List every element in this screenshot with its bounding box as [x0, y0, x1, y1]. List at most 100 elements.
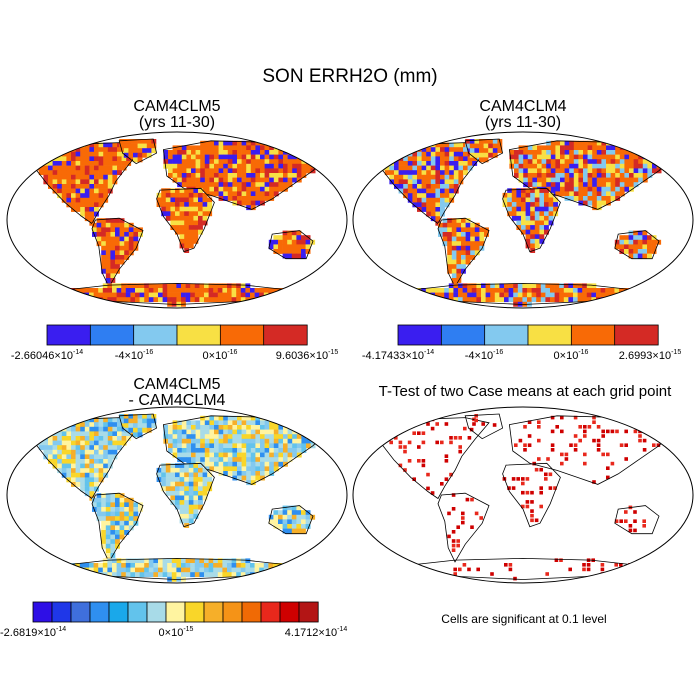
- map-p2-border: [352, 131, 694, 309]
- coastline-africa: [156, 187, 215, 253]
- coastline-south-america: [91, 492, 144, 563]
- colorbar-3-swatch-3: [70, 601, 91, 623]
- continent-africa: [156, 187, 215, 253]
- coastline-north-america: [379, 417, 490, 500]
- coastline-africa: [502, 187, 561, 253]
- panel-3-title: CAM4CLM5 - CAM4CLM4: [129, 377, 226, 409]
- colorbar-3-swatch-9: [184, 601, 205, 623]
- map-p3-border: [6, 406, 348, 584]
- cb1-label-2: -4×10-16: [114, 349, 154, 362]
- map-p1: [6, 131, 348, 309]
- panel-4-footnote: Cells are significant at 0.1 level: [441, 612, 607, 626]
- continent-south-america: [91, 217, 144, 288]
- cb2-label-3: 0×10-16: [553, 349, 589, 362]
- colorbar-1: [46, 324, 308, 346]
- cb3-label-3: 4.1712×10-14: [284, 626, 348, 639]
- colorbar-3-swatch-13: [260, 601, 281, 623]
- continent-australia: [614, 505, 660, 535]
- colorbar-3-swatch-10: [203, 601, 224, 623]
- continent-greenland: [118, 413, 158, 440]
- colorbar-2-swatch-5: [570, 324, 616, 346]
- colorbar-2-swatch-1: [397, 324, 442, 346]
- cb1-label-3: 0×10-16: [202, 349, 238, 362]
- continent-south-america: [437, 492, 490, 563]
- continent-africa: [156, 462, 215, 528]
- figure-title: SON ERRH2O (mm): [262, 66, 438, 87]
- continent-south-america: [91, 492, 144, 563]
- continent-eurasia: [508, 415, 677, 485]
- colorbar-1-swatch-2: [89, 324, 135, 346]
- colorbar-3-swatch-2: [51, 601, 72, 623]
- coastline-south-america: [91, 217, 144, 288]
- coastline-africa: [502, 462, 561, 528]
- continent-africa: [502, 187, 561, 253]
- panel-3-title-line1: CAM4CLM5: [133, 376, 221, 393]
- panel-2-title-line1: CAM4CLM4: [479, 98, 567, 115]
- cb1-label-1: -2.66046×10-14: [10, 349, 84, 362]
- coastline-greenland: [118, 138, 158, 165]
- colorbar-3-swatch-11: [222, 601, 243, 623]
- colorbar-3-swatch-5: [108, 601, 129, 623]
- map-p3-cells: [33, 413, 331, 582]
- coastline-south-america: [437, 217, 490, 288]
- panel-3-title-line2: - CAM4CLM4: [128, 392, 226, 409]
- colorbar-2-swatch-6: [614, 324, 659, 346]
- colorbar-3-swatch-15: [298, 601, 319, 623]
- map-p4-cells: [379, 413, 677, 581]
- continent-greenland: [118, 138, 158, 165]
- cb2-label-1: -4.17433×10-14: [361, 349, 435, 362]
- continent-australia: [268, 230, 316, 260]
- colorbar-3-swatch-4: [89, 601, 110, 623]
- continent-antarctica: [407, 557, 639, 581]
- continent-south-america: [437, 217, 490, 288]
- cb2-label-2: -4×10-16: [464, 349, 504, 362]
- panel-2-title-line2: (yrs 11-30): [484, 114, 562, 131]
- colorbar-1-swatch-1: [46, 324, 91, 346]
- panel-1-title-line1: CAM4CLM5: [133, 98, 221, 115]
- colorbar-1-swatch-3: [133, 324, 178, 346]
- colorbar-1-swatch-4: [176, 324, 221, 346]
- colorbar-3-swatch-12: [241, 601, 262, 623]
- colorbar-3-swatch-1: [32, 601, 53, 623]
- cb3-label-2: 0×10-15: [158, 626, 194, 639]
- colorbar-2-swatch-2: [440, 324, 486, 346]
- colorbar-3-swatch-6: [127, 601, 148, 623]
- coastline-eurasia: [508, 415, 677, 485]
- coastline-greenland: [464, 138, 504, 165]
- coastline-australia: [614, 230, 660, 260]
- map-p1-border: [6, 131, 348, 309]
- coastline-africa: [156, 462, 215, 528]
- cb3-label-1: -2.6819×10-14: [0, 626, 67, 639]
- continent-greenland: [464, 413, 504, 440]
- map-p3: [6, 406, 348, 584]
- continent-africa: [502, 462, 561, 528]
- coastline-greenland: [118, 413, 158, 440]
- map-p4: [352, 406, 694, 584]
- continent-australia: [268, 505, 316, 535]
- colorbar-3-swatch-7: [146, 601, 167, 623]
- colorbar-1-swatch-6: [263, 324, 308, 346]
- panel-4-title: T-Test of two Case means at each grid po…: [378, 383, 672, 400]
- panel-2-title: CAM4CLM4 (yrs 11-30): [479, 99, 566, 131]
- colorbar-2-swatch-3: [484, 324, 529, 346]
- coastline-australia: [268, 230, 314, 260]
- map-p4-border: [352, 406, 694, 584]
- colorbar-3-swatch-8: [165, 601, 186, 623]
- map-p2: [352, 131, 694, 309]
- colorbar-2: [397, 324, 659, 346]
- panel-1-title-line2: (yrs 11-30): [138, 114, 216, 131]
- continent-eurasia: [508, 140, 677, 211]
- continent-antarctica: [407, 282, 639, 307]
- panel-1-title: CAM4CLM5 (yrs 11-30): [133, 99, 220, 131]
- coastline-australia: [268, 505, 314, 535]
- continent-antarctica: [61, 282, 293, 307]
- coastline-greenland: [464, 413, 504, 440]
- cb2-label-4: 2.6993×10-15: [618, 349, 682, 362]
- map-p1-cells: [33, 138, 331, 307]
- coastline-australia: [614, 505, 660, 535]
- continent-antarctica: [61, 557, 293, 582]
- colorbar-3: [32, 601, 319, 623]
- cb1-label-4: 9.6036×10-15: [275, 349, 339, 362]
- continent-greenland: [464, 138, 504, 165]
